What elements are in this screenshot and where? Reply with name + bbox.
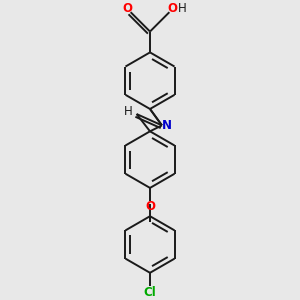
Text: H: H [178,2,186,15]
Text: Cl: Cl [144,286,156,299]
Text: O: O [167,2,177,15]
Text: O: O [145,200,155,213]
Text: O: O [122,2,132,15]
Text: N: N [161,119,171,132]
Text: H: H [124,105,133,118]
